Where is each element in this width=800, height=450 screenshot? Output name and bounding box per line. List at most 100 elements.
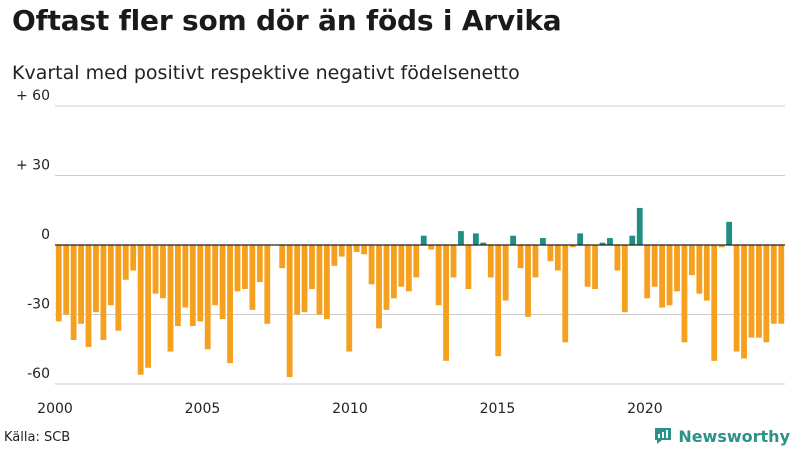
brand-name: Newsworthy (678, 426, 790, 446)
bar (592, 245, 598, 290)
bar (778, 245, 785, 324)
bar (688, 245, 695, 276)
bar (346, 245, 353, 352)
x-tick-label: 2015 (480, 401, 516, 417)
bar (420, 235, 427, 245)
bar (55, 245, 62, 322)
y-tick-label: + 60 (16, 88, 50, 104)
bar (495, 245, 502, 357)
bar (413, 245, 420, 278)
bar (458, 231, 464, 245)
bar (577, 233, 584, 245)
bar (63, 245, 70, 315)
bar (316, 245, 323, 315)
bar (212, 245, 219, 306)
bar (696, 245, 703, 294)
bar (249, 245, 256, 310)
bar (562, 245, 569, 343)
bar (309, 245, 315, 290)
bar (748, 245, 755, 338)
bar (361, 245, 368, 255)
bar (301, 245, 308, 313)
bar (391, 245, 397, 299)
bar (428, 245, 435, 250)
bar (204, 245, 211, 350)
bar (621, 245, 628, 313)
bar (234, 245, 241, 292)
bar (584, 245, 591, 287)
bar (70, 245, 77, 340)
bar (264, 245, 271, 324)
x-tick-label: 2005 (185, 401, 221, 417)
bar (145, 245, 152, 368)
x-tick-label: 2020 (627, 401, 663, 417)
bar (152, 245, 159, 294)
y-tick-label: -30 (27, 297, 50, 313)
bar (540, 238, 546, 245)
bar (726, 221, 733, 245)
bar (189, 245, 196, 327)
bar (517, 245, 524, 269)
bar (703, 245, 710, 301)
bar (383, 245, 390, 310)
y-tick-label: -60 (27, 366, 50, 382)
bar (644, 245, 651, 299)
bar (636, 207, 643, 245)
bar (279, 245, 286, 269)
newsworthy-logo-icon (655, 428, 672, 444)
bar (78, 245, 84, 324)
bar (443, 245, 449, 361)
bar (405, 245, 412, 292)
bar (532, 245, 539, 278)
bar (435, 245, 442, 306)
bar (167, 245, 174, 352)
bar (331, 245, 338, 266)
bar (93, 245, 99, 313)
bar (137, 245, 144, 375)
bar (294, 245, 300, 315)
bar (763, 245, 770, 343)
bar (353, 245, 360, 252)
bar (160, 245, 166, 299)
bar (182, 245, 189, 308)
bar (450, 245, 457, 278)
y-tick-label: 0 (41, 227, 50, 243)
bar (666, 245, 673, 306)
bar (651, 245, 658, 287)
bar (256, 245, 263, 283)
bar (197, 245, 204, 322)
x-tick-label: 2010 (332, 401, 368, 417)
bar (711, 245, 718, 361)
brand-logo[interactable]: Newsworthy (653, 426, 790, 446)
bar (756, 245, 762, 338)
x-axis-ticks: 2000 2005 2010 2015 2020 (37, 401, 663, 417)
bar (629, 235, 636, 245)
bar (465, 245, 472, 290)
bar (100, 245, 107, 340)
bar (227, 245, 233, 364)
x-tick-label: 2000 (37, 401, 73, 417)
bar (741, 245, 747, 359)
bar (510, 235, 517, 245)
bar (368, 245, 375, 285)
bar (674, 245, 680, 292)
bar (107, 245, 114, 306)
bar (398, 245, 405, 287)
bar (122, 245, 129, 280)
bar (599, 242, 606, 245)
bars (55, 207, 785, 378)
bar (115, 245, 122, 331)
bar (480, 242, 487, 245)
bar (547, 245, 554, 262)
chart-subtitle: Kvartal med positivt respektive negativt… (12, 62, 520, 84)
source-note: Källa: SCB (4, 430, 71, 445)
bar (376, 245, 382, 329)
bar (487, 245, 494, 278)
bar (569, 245, 576, 248)
y-axis-ticks: + 60 + 30 0 -30 -60 (16, 88, 50, 382)
chart-title: Oftast fler som dör än föds i Arvika (12, 4, 562, 37)
bar (219, 245, 226, 320)
bar (659, 245, 665, 308)
bar (607, 238, 613, 245)
bar (472, 233, 479, 245)
